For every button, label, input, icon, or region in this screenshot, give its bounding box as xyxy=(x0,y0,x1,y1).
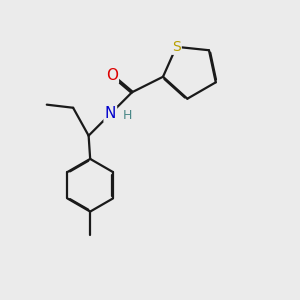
Text: S: S xyxy=(172,40,181,54)
Text: N: N xyxy=(105,106,116,122)
Text: H: H xyxy=(123,109,132,122)
Text: O: O xyxy=(106,68,118,83)
